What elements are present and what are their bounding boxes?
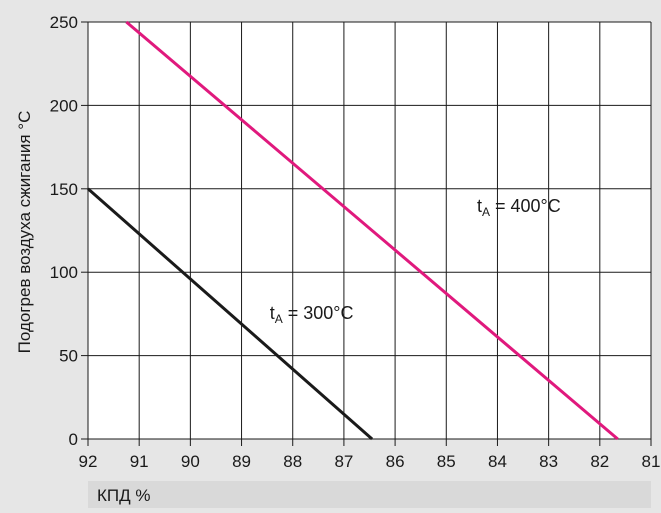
x-tick-label: 82 xyxy=(590,452,609,471)
y-tick-label: 150 xyxy=(50,180,78,199)
y-tick-label: 100 xyxy=(50,263,78,282)
series-layer xyxy=(87,20,619,441)
y-tick-label: 250 xyxy=(50,13,78,32)
series-label-sub: A xyxy=(275,312,283,326)
x-tick-label: 89 xyxy=(232,452,251,471)
series-label-rest: = 400°C xyxy=(490,196,561,216)
x-tick-label: 91 xyxy=(130,452,149,471)
series-label-0: tA = 300°C xyxy=(270,303,354,326)
x-tick-label: 86 xyxy=(386,452,405,471)
series-label-rest: = 300°C xyxy=(283,303,354,323)
x-axis-label: КПД % xyxy=(97,486,150,505)
series-line-0 xyxy=(87,187,374,441)
ticks: 92 91 90 89 88 87 86 85 84 83 82 81 0 50 100 150 200 250 xyxy=(50,13,661,471)
xlabel-band xyxy=(88,481,651,508)
y-tick-label: 50 xyxy=(59,347,78,366)
x-tick-label: 90 xyxy=(181,452,200,471)
series-label-main: t xyxy=(477,196,482,216)
y-tick-label: 0 xyxy=(69,430,78,449)
series-line-1 xyxy=(125,20,619,441)
series-labels: tA = 300°CtA = 400°C xyxy=(270,196,561,326)
x-tick-label: 85 xyxy=(437,452,456,471)
x-tick-label: 84 xyxy=(488,452,507,471)
grid xyxy=(81,21,652,446)
x-tick-label: 81 xyxy=(642,452,661,471)
x-tick-label: 92 xyxy=(79,452,98,471)
x-tick-label: 88 xyxy=(283,452,302,471)
x-tick-label: 87 xyxy=(334,452,353,471)
y-tick-label: 200 xyxy=(50,96,78,115)
x-tick-label: 83 xyxy=(539,452,558,471)
series-label-sub: A xyxy=(482,205,490,219)
series-label-1: tA = 400°C xyxy=(477,196,561,219)
series-label-main: t xyxy=(270,303,275,323)
y-axis-label: Подогрев воздуха сжигания °C xyxy=(15,111,34,354)
plot-area xyxy=(88,22,651,439)
